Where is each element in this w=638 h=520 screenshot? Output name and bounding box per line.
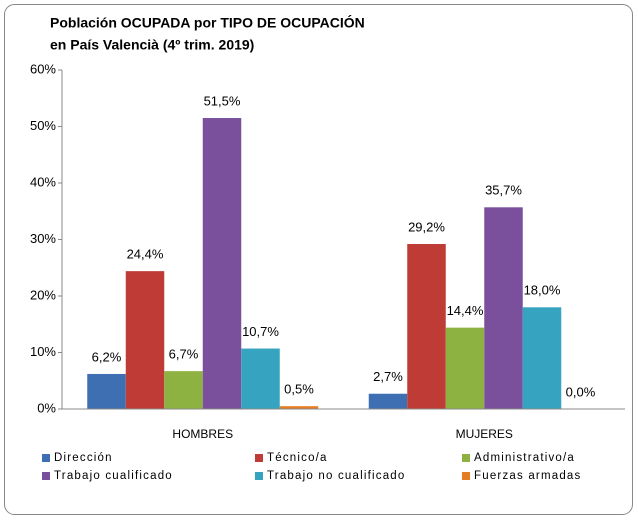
chart-border [4,4,633,515]
value-label: 0,0% [566,384,596,399]
legend-label: Administrativo/a [474,452,575,464]
chart-title: en País Valencià (4º trim. 2019) [50,37,254,53]
bar [241,348,280,409]
legend-swatch [255,472,263,480]
chart-title: Población OCUPADA por TIPO DE OCUPACIÓN [50,14,365,31]
y-tick-label: 20% [30,287,56,302]
bar [484,207,523,409]
value-label: 14,4% [447,303,484,318]
legend-label: Trabajo no cualificado [267,470,406,482]
bar [445,327,485,409]
bar [407,244,446,409]
bar [87,373,126,409]
bar [202,118,242,410]
legend-label: Trabajo cualificado [54,470,173,482]
value-label: 6,7% [169,347,199,362]
value-label: 51,5% [204,93,241,108]
value-label: 18,0% [524,283,561,298]
y-tick-label: 30% [30,231,56,246]
value-label: 2,7% [373,369,403,384]
x-tick-label: HOMBRES [172,427,233,441]
value-label: 0,5% [284,382,314,397]
legend-label: Fuerzas armadas [474,470,581,482]
value-label: 10,7% [242,324,279,339]
y-tick-label: 60% [30,61,56,76]
y-tick-label: 0% [37,400,56,415]
legend-swatch [42,472,50,480]
y-tick-label: 40% [30,174,56,189]
value-label: 6,2% [92,349,122,364]
bar [522,307,562,409]
legend-swatch [462,472,470,480]
value-label: 35,7% [485,183,522,198]
legend-label: Técnico/a [267,452,328,464]
value-label: 29,2% [408,219,445,234]
bar [164,371,203,409]
legend-swatch [42,454,50,462]
bar [125,271,165,409]
legend-swatch [462,454,470,462]
bar [279,406,319,409]
x-tick-label: MUJERES [456,427,513,441]
legend-swatch [255,454,263,462]
value-label: 24,4% [127,247,164,262]
bar [368,393,408,409]
legend-label: Dirección [54,452,113,464]
y-tick-label: 50% [30,118,56,133]
y-tick-label: 10% [30,344,56,359]
